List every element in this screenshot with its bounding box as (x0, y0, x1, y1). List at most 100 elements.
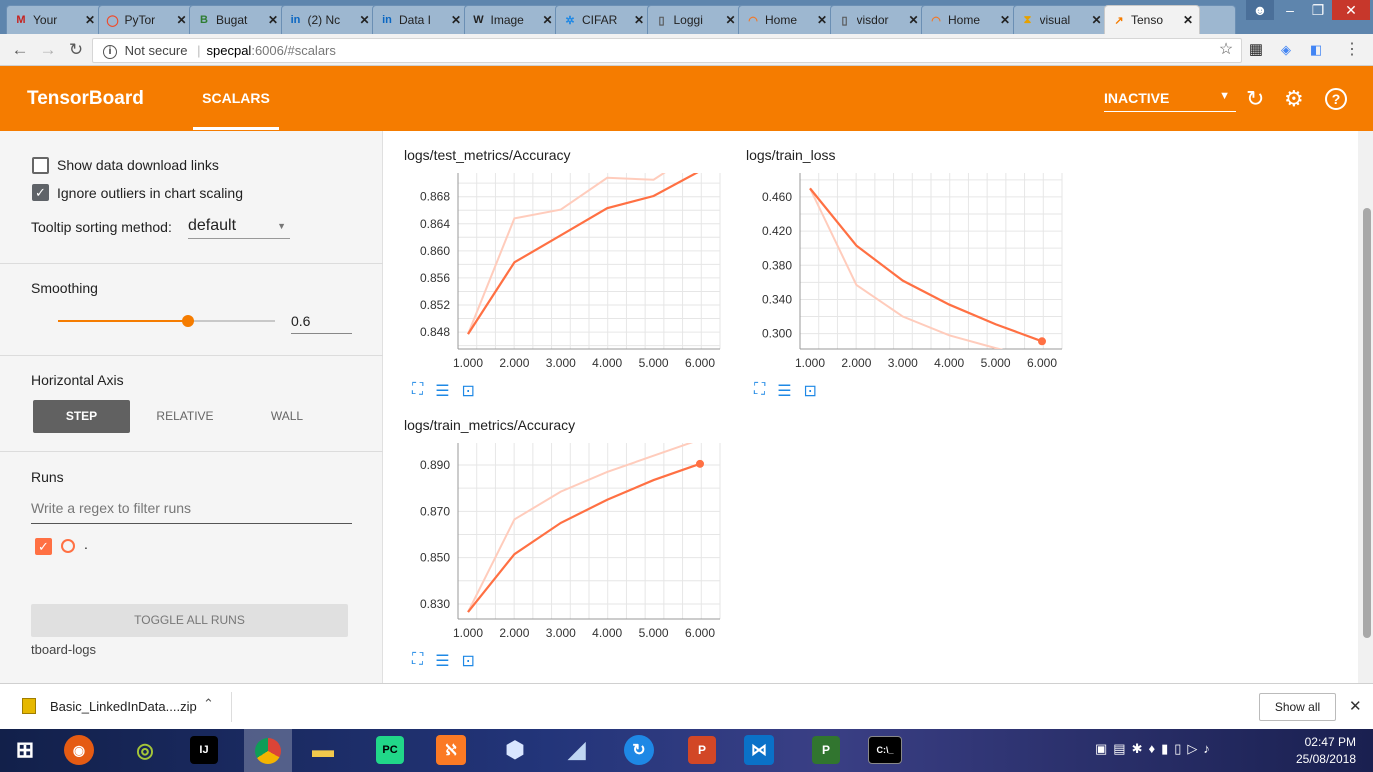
runs-filter-input[interactable]: Write a regex to filter runs (31, 500, 352, 524)
axis-step-button[interactable]: STEP (33, 400, 130, 433)
axis-relative-button[interactable]: RELATIVE (156, 409, 214, 423)
show-download-links-checkbox[interactable] (32, 157, 49, 174)
close-tab-icon[interactable]: ✕ (999, 13, 1011, 27)
extension-icon[interactable]: ◈ (1281, 42, 1291, 57)
clock-date[interactable]: 25/08/2018 (1295, 752, 1356, 766)
run-status-select[interactable]: INACTIVE ▼ (1104, 90, 1236, 112)
smoothing-input[interactable]: 0.6 (291, 310, 352, 334)
browser-tab[interactable]: ↗ Tenso ✕ (1104, 5, 1200, 34)
expand-icon[interactable]: ⛶ (754, 381, 766, 398)
notebook-icon[interactable]: ◢ (568, 737, 586, 762)
tooltip-sorting-select[interactable]: default ▼ (188, 217, 290, 239)
data-table-icon[interactable]: ☰ (435, 383, 450, 400)
close-tab-icon[interactable]: ✕ (908, 13, 919, 27)
browser-tab[interactable]: ▯ Loggi ✕ (646, 5, 743, 34)
browser-tab[interactable]: ◠ Home ✕ (921, 5, 1017, 34)
close-tab-icon[interactable]: ✕ (359, 13, 370, 27)
close-tab-icon[interactable]: ✕ (1182, 13, 1194, 27)
expand-icon[interactable]: ⛶ (412, 651, 424, 668)
close-tab-icon[interactable]: ✕ (1091, 13, 1102, 27)
project-icon[interactable]: P (812, 736, 840, 764)
x-tick-label: 6.000 (1027, 356, 1057, 370)
system-tray-icons[interactable]: ▣▤✱♦▮▯▷♪ (1095, 741, 1216, 756)
chart-test-accuracy[interactable]: 0.848 0.852 0.856 0.860 0.864 0.868 1.000 2.000… (390, 171, 730, 386)
close-download-bar-icon[interactable]: ✕ (1349, 698, 1362, 715)
close-tab-icon[interactable]: ✕ (542, 13, 553, 27)
terminal-icon[interactable]: C:\_ (868, 736, 902, 764)
axis-wall-button[interactable]: WALL (270, 409, 304, 423)
close-tab-icon[interactable]: ✕ (267, 13, 279, 27)
smoothing-slider-knob[interactable] (182, 315, 195, 327)
browser-tab[interactable]: in (2) Nc ✕ (280, 5, 377, 34)
intellij-icon[interactable]: IJ (190, 736, 218, 764)
x-tick-label: 1.000 (453, 356, 483, 370)
close-window-button[interactable]: ✕ (1332, 0, 1370, 20)
minimize-window-button[interactable]: – (1286, 2, 1294, 18)
chart-train-loss[interactable]: 0.300 0.340 0.380 0.420 0.460 1.000 2.000 3.000… (732, 171, 1072, 386)
android-studio-icon[interactable]: ◎ (136, 739, 154, 762)
browser-tab[interactable]: ▯ visdor ✕ (829, 5, 926, 34)
y-tick-label: 0.340 (762, 292, 792, 306)
tab-scalars[interactable]: SCALARS (193, 66, 279, 131)
file-explorer-icon[interactable]: ▬ (312, 737, 334, 762)
user-profile-icon[interactable]: ☻ (1246, 0, 1274, 20)
close-tab-icon[interactable]: ✕ (816, 13, 828, 27)
chevron-up-icon[interactable]: ⌃ (203, 696, 214, 711)
bookmark-star-icon[interactable]: ☆ (1218, 41, 1234, 58)
browser-menu-icon[interactable]: ⋮ (1344, 41, 1360, 58)
firefox-icon[interactable]: ◉ (64, 735, 94, 765)
scrollbar-thumb[interactable] (1363, 208, 1371, 638)
toggle-all-runs-button[interactable]: TOGGLE ALL RUNS (31, 604, 348, 637)
visual-studio-icon[interactable]: ⋈ (744, 735, 774, 765)
sync-icon[interactable]: ↻ (624, 735, 654, 765)
browser-tab[interactable]: ◠ Home ✕ (738, 5, 834, 34)
expand-icon[interactable]: ⛶ (412, 381, 424, 398)
browser-tab[interactable]: B Bugat ✕ (189, 5, 285, 34)
xampp-icon[interactable]: ℵ (436, 735, 466, 765)
back-arrow-icon[interactable]: ← (11, 40, 29, 59)
windows-start-icon[interactable]: ⊞ (15, 737, 35, 762)
clock-time[interactable]: 02:47 PM (1304, 735, 1356, 749)
chart-train-accuracy[interactable]: 0.830 0.850 0.870 0.890 1.000 2.000 3.000 4.000… (390, 441, 730, 656)
close-tab-icon[interactable]: ✕ (84, 13, 96, 27)
refresh-icon[interactable]: ↻ (1246, 86, 1265, 111)
browser-tab[interactable]: ⧗ visual ✕ (1012, 5, 1109, 34)
browser-tab[interactable]: W Image ✕ (463, 5, 560, 34)
run-checkbox[interactable]: ✓ (35, 538, 52, 555)
data-table-icon[interactable]: ☰ (777, 383, 792, 400)
settings-gear-icon[interactable]: ⚙ (1284, 86, 1304, 111)
browser-tab[interactable]: ✲ CIFAR ✕ (555, 5, 651, 34)
runs-label: Runs (31, 469, 64, 485)
browser-tab[interactable]: in Data I ✕ (372, 5, 468, 34)
fit-domain-icon[interactable]: ⊡ (461, 653, 475, 670)
browser-tab[interactable]: M Your ✕ (6, 5, 102, 34)
data-table-icon[interactable]: ☰ (435, 653, 450, 670)
main-scrollbar[interactable] (1358, 131, 1373, 683)
fit-domain-icon[interactable]: ⊡ (461, 383, 475, 400)
help-icon[interactable]: ? (1325, 88, 1347, 110)
close-tab-icon[interactable]: ✕ (176, 13, 187, 27)
forward-arrow-icon[interactable]: → (39, 40, 57, 59)
reload-icon[interactable]: ↻ (68, 40, 84, 59)
smoothing-slider-track[interactable] (58, 315, 275, 327)
ignore-outliers-checkbox[interactable]: ✓ (32, 184, 49, 201)
run-color-circle-icon[interactable] (61, 539, 75, 553)
x-tick-label: 5.000 (981, 356, 1011, 370)
maximize-window-button[interactable]: ❐ (1311, 1, 1325, 18)
fit-domain-icon[interactable]: ⊡ (803, 383, 817, 400)
translate-icon[interactable]: ◧ (1309, 42, 1323, 57)
virtualbox-icon[interactable]: ⬢ (505, 737, 525, 762)
download-filename[interactable]: Basic_LinkedInData....zip (50, 699, 197, 714)
close-tab-icon[interactable]: ✕ (450, 13, 462, 27)
powerpoint-icon[interactable]: P (688, 736, 716, 764)
close-tab-icon[interactable]: ✕ (725, 13, 736, 27)
browser-tab[interactable]: ◯ PyTor ✕ (97, 5, 194, 34)
show-all-downloads-button[interactable]: Show all (1259, 693, 1336, 721)
new-tab-button[interactable] (1195, 5, 1236, 34)
pycharm-icon[interactable]: PC (376, 736, 404, 764)
info-icon[interactable]: i (103, 44, 117, 59)
url-input[interactable]: i Not secure | specpal:6006/#scalars (92, 38, 1242, 63)
close-tab-icon[interactable]: ✕ (633, 13, 645, 27)
chrome-icon[interactable] (244, 729, 292, 772)
apps-grid-icon[interactable]: ▦ (1248, 41, 1264, 58)
